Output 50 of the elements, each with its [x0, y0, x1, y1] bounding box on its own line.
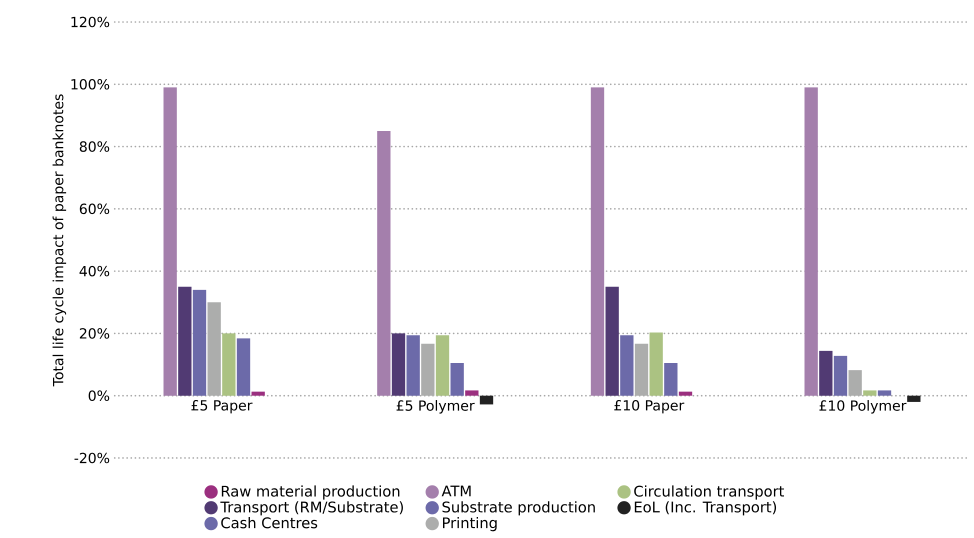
legend-label: Cash Centres [221, 517, 318, 528]
legend-label: Transport (RM/Substrate) [220, 501, 403, 516]
y-tick-label: 100% [71, 78, 110, 90]
bar [907, 396, 920, 402]
y-axis-title: Total life cycle impact of paper banknotes [52, 94, 66, 386]
y-tick-label: -20% [74, 452, 110, 464]
bar [848, 370, 862, 396]
bar [480, 396, 494, 404]
bar [222, 333, 236, 396]
bar [178, 286, 192, 396]
bar [377, 130, 391, 396]
legend-label: ATM [442, 486, 471, 496]
bar [590, 87, 604, 396]
legend-label: Substrate production [442, 501, 595, 516]
bar [819, 350, 832, 396]
y-tick-label: 20% [80, 328, 110, 339]
legend-label: EoL (Inc. Transport) [634, 501, 776, 516]
bar [450, 363, 464, 396]
bar [208, 302, 221, 396]
bar [252, 392, 265, 396]
bar [863, 390, 876, 396]
x-tick-label: £10 Paper [614, 400, 684, 414]
bar [620, 335, 634, 396]
bar [421, 344, 435, 396]
bar [164, 87, 177, 396]
y-tick-label: 60% [80, 204, 110, 214]
legend-label: Raw material production [222, 485, 400, 500]
bar [678, 392, 692, 396]
bar [236, 338, 250, 396]
x-tick-label: £5 Polymer [396, 400, 475, 414]
y-tick-label: 0% [88, 390, 110, 401]
bar [634, 344, 648, 396]
x-tick-label: £5 Paper [191, 400, 252, 414]
x-tick-label: £10 Polymer [819, 400, 906, 414]
y-tick-label: 80% [80, 141, 110, 152]
bar [465, 390, 478, 396]
bar [804, 87, 818, 396]
bar [406, 335, 420, 396]
legend-label: Printing [443, 517, 497, 532]
bar [834, 356, 848, 396]
bar [664, 363, 678, 396]
bar [878, 390, 892, 396]
bar [392, 333, 406, 396]
legend-label: Circulation transport [634, 485, 784, 500]
bar [192, 290, 206, 396]
y-tick-label: 40% [80, 266, 110, 276]
bar [436, 335, 450, 396]
y-tick-label: 120% [71, 16, 110, 28]
bar [650, 332, 663, 396]
bar [606, 286, 619, 396]
